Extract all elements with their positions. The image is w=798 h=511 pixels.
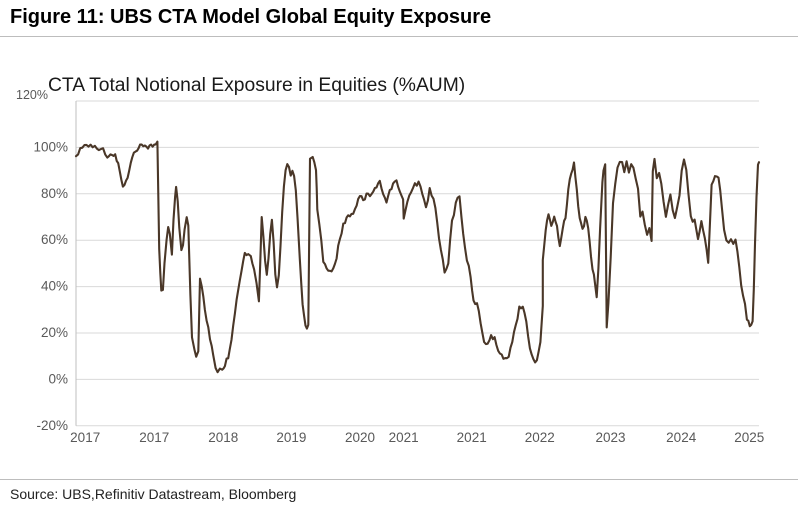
svg-text:2023: 2023 — [595, 430, 625, 445]
svg-text:2017: 2017 — [70, 430, 100, 445]
svg-text:2020: 2020 — [345, 430, 375, 445]
svg-text:2025: 2025 — [734, 430, 764, 445]
svg-text:2024: 2024 — [666, 430, 697, 445]
svg-text:120%: 120% — [16, 88, 48, 102]
svg-text:20%: 20% — [41, 325, 68, 340]
svg-text:2018: 2018 — [208, 430, 238, 445]
svg-text:2021: 2021 — [389, 430, 419, 445]
svg-text:-20%: -20% — [36, 418, 68, 433]
svg-text:2021: 2021 — [457, 430, 487, 445]
svg-text:100%: 100% — [33, 139, 68, 154]
svg-text:2017: 2017 — [139, 430, 169, 445]
svg-text:2019: 2019 — [276, 430, 306, 445]
svg-text:60%: 60% — [41, 232, 68, 247]
svg-text:40%: 40% — [41, 279, 68, 294]
svg-text:2022: 2022 — [525, 430, 555, 445]
svg-text:80%: 80% — [41, 186, 68, 201]
svg-text:0%: 0% — [48, 371, 68, 386]
